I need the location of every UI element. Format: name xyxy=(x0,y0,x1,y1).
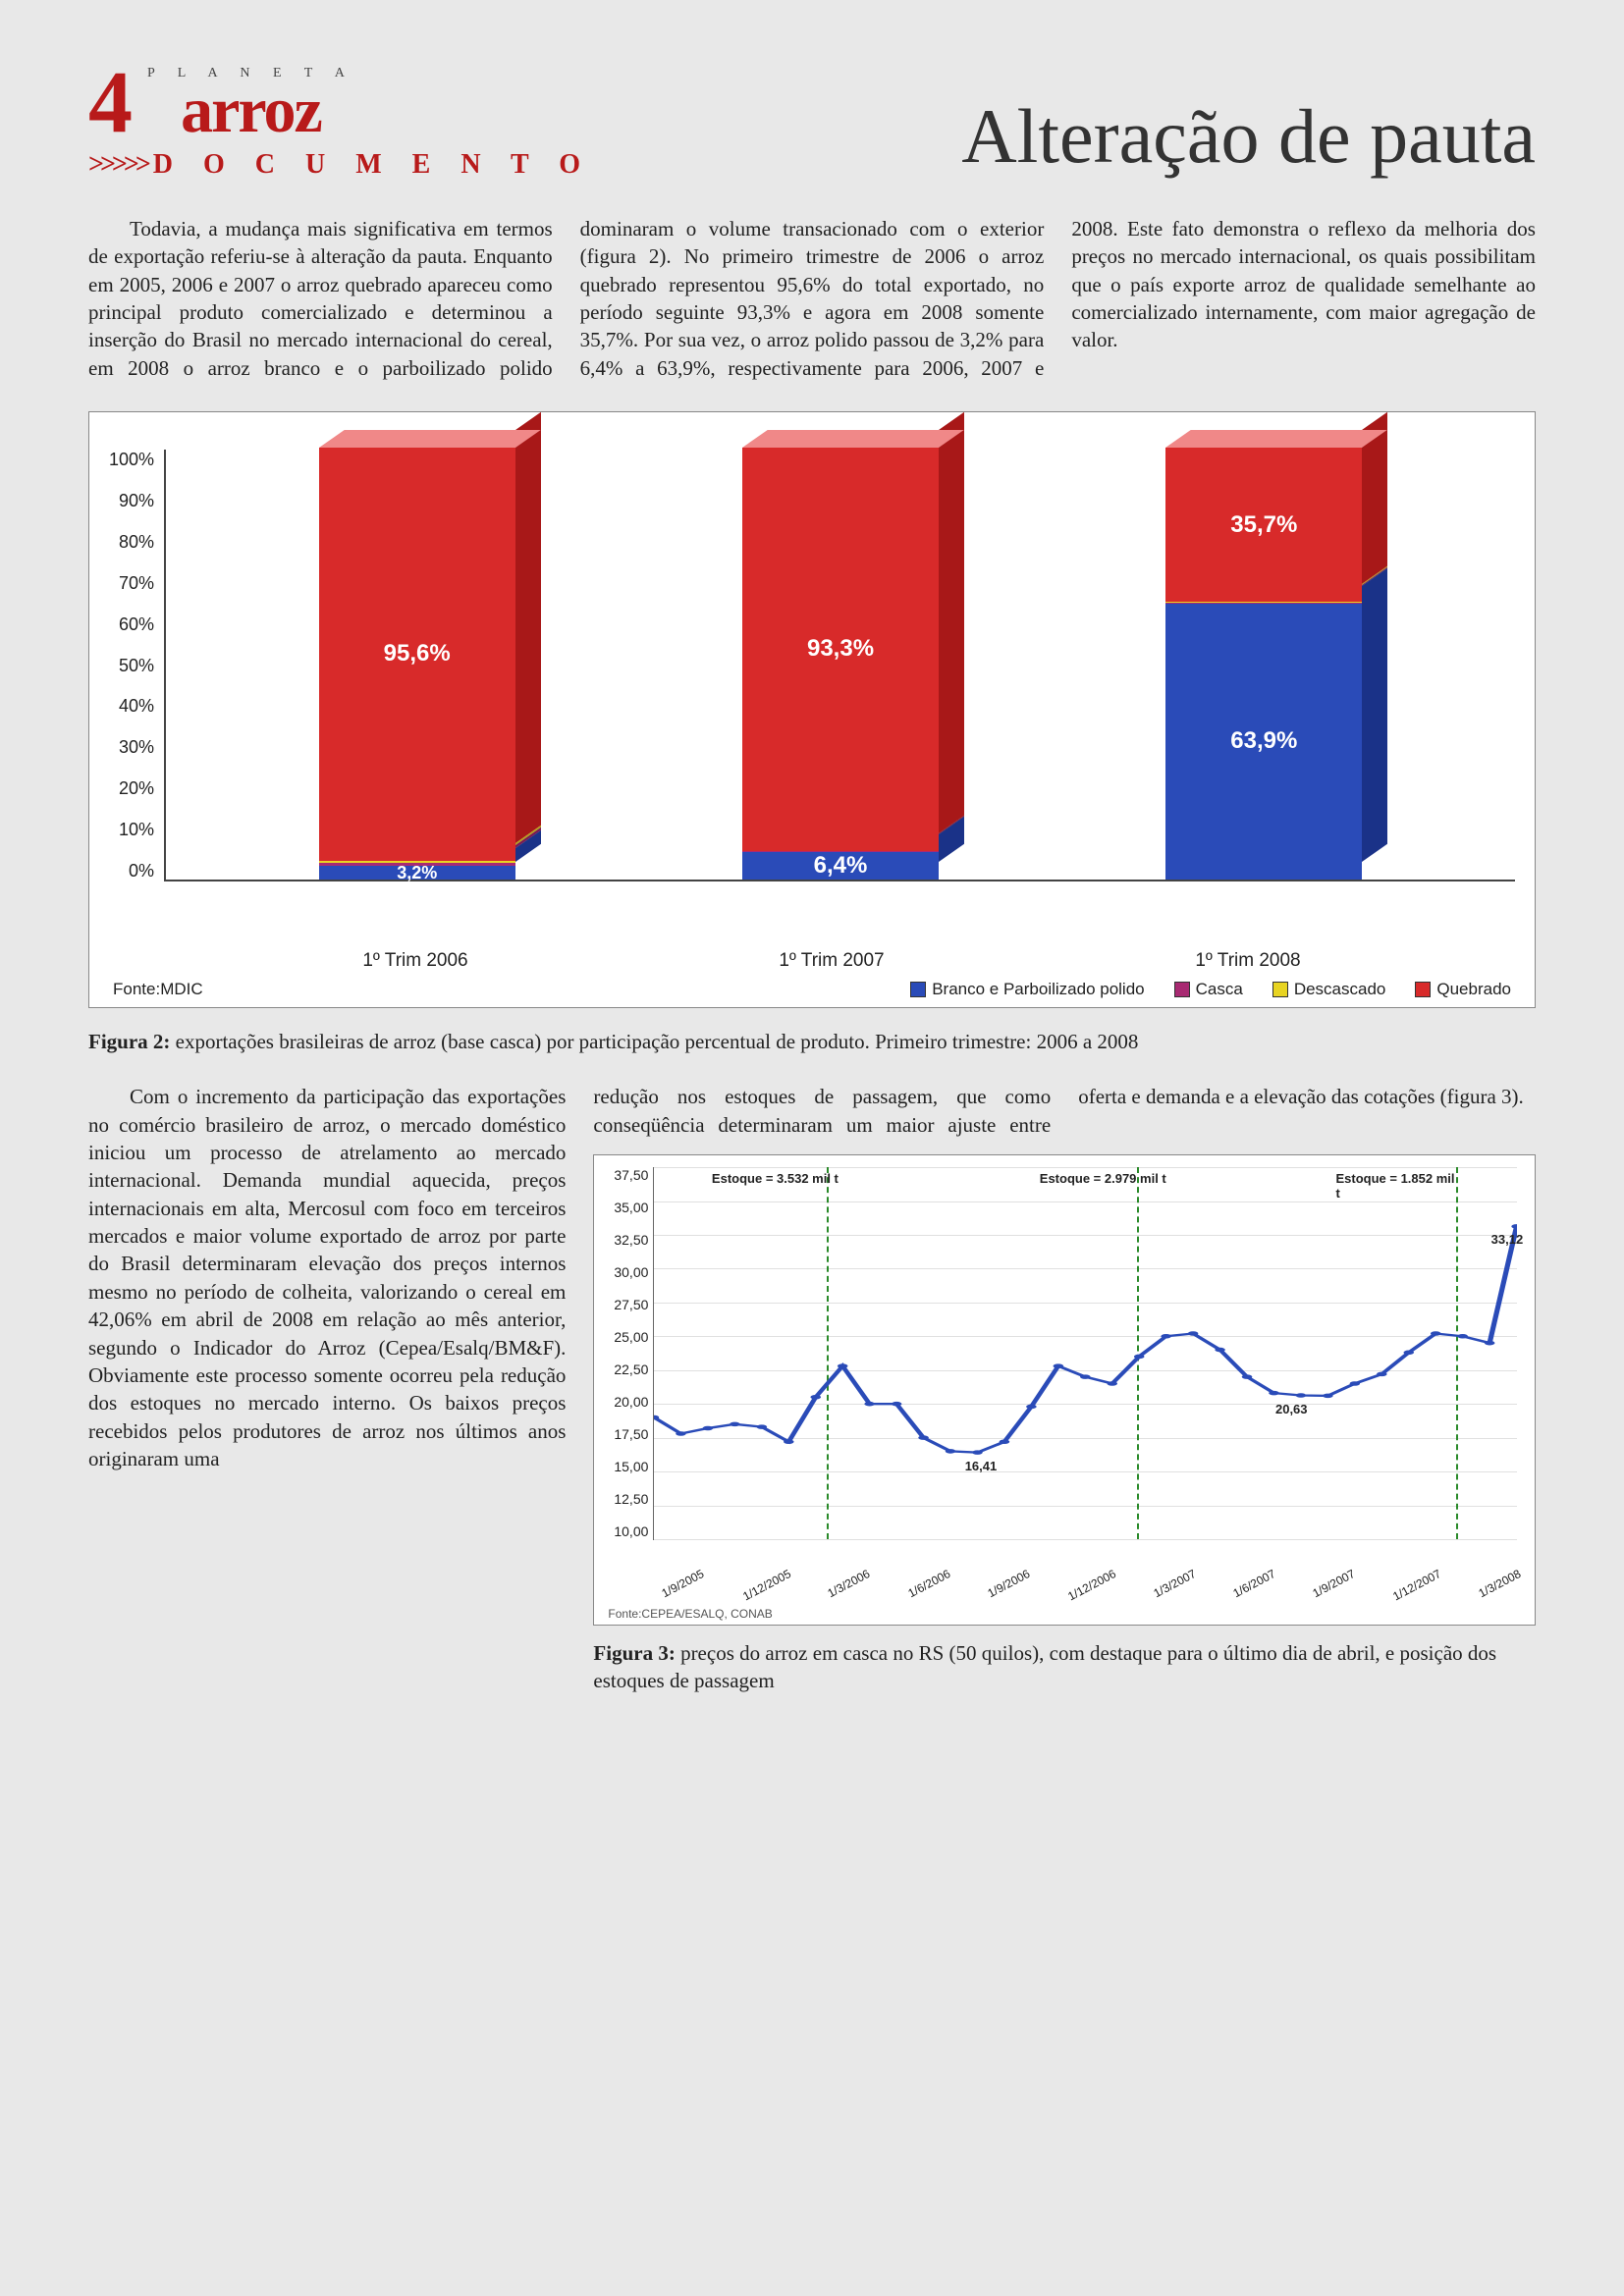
y-axis-labels: 100%90%80%70%60%50%40%30%20%10%0% xyxy=(109,450,164,881)
body-text-2: Com o incremento da participação das exp… xyxy=(88,1083,566,1694)
caption-label-3: Figura 3: xyxy=(593,1641,675,1665)
page-title: Alteração de pauta xyxy=(622,92,1536,181)
chart-annotation: 33,12 xyxy=(1491,1232,1524,1247)
chart-area: 100%90%80%70%60%50%40%30%20%10%0% 95,6%3… xyxy=(109,430,1515,940)
line-chart-plot: 37,5035,0032,5030,0027,5025,0022,5020,00… xyxy=(653,1167,1517,1540)
paragraph-3: redução nos estoques de passagem, que co… xyxy=(593,1085,1523,1136)
line-chart-source: Fonte:CEPEA/ESALQ, CONAB xyxy=(608,1607,772,1621)
section-line: >>>>> D O C U M E N T O xyxy=(88,149,592,181)
x-axis-labels: 1º Trim 20061º Trim 20071º Trim 2008 xyxy=(109,940,1515,972)
bar: 35,7%63,9% xyxy=(1165,448,1362,880)
logo-row: 4 P L A N E T A arroz xyxy=(88,59,592,147)
chevron-icon: >>>>> xyxy=(88,149,147,181)
chart-source: Fonte:MDIC xyxy=(113,980,203,999)
body-text-1: Todavia, a mudança mais significativa em… xyxy=(88,215,1536,382)
caption-label: Figura 2: xyxy=(88,1030,170,1053)
stock-label: Estoque = 2.979 mil t xyxy=(1040,1171,1166,1186)
logo: P L A N E T A arroz xyxy=(147,66,354,139)
lower-section: Com o incremento da participação das exp… xyxy=(88,1083,1536,1694)
section-label: D O C U M E N T O xyxy=(153,149,592,181)
figure-3-caption: Figura 3: preços do arroz em casca no RS… xyxy=(593,1639,1536,1695)
legend-item: Descascado xyxy=(1272,980,1386,999)
line-y-labels: 37,5035,0032,5030,0027,5025,0022,5020,00… xyxy=(605,1167,648,1539)
paragraph-1: Todavia, a mudança mais significativa em… xyxy=(88,215,1536,382)
stock-label: Estoque = 3.532 mil t xyxy=(712,1171,839,1186)
logo-main-text: arroz xyxy=(181,81,321,139)
chart-annotation: 16,41 xyxy=(965,1459,998,1473)
chart-legend: Branco e Parboilizado polido Casca Descasc… xyxy=(910,980,1511,999)
figure-2-caption: Figura 2: exportações brasileiras de arr… xyxy=(88,1028,1536,1055)
caption-text-3: preços do arroz em casca no RS (50 quilo… xyxy=(593,1641,1496,1692)
legend-item: Quebrado xyxy=(1415,980,1511,999)
figure-2-chart: 100%90%80%70%60%50%40%30%20%10%0% 95,6%3… xyxy=(88,411,1536,1008)
page-header: 4 P L A N E T A arroz >>>>> D O C U M E … xyxy=(88,59,1536,181)
page-number: 4 xyxy=(88,59,133,147)
figure-3-chart: 37,5035,0032,5030,0027,5025,0022,5020,00… xyxy=(593,1154,1536,1626)
stock-label: Estoque = 1.852 mil t xyxy=(1335,1171,1456,1201)
bar: 93,3%6,4% xyxy=(742,448,939,880)
legend-item: Branco e Parboilizado polido xyxy=(910,980,1144,999)
body-text-3: redução nos estoques de passagem, que co… xyxy=(593,1083,1536,1139)
paragraph-2: Com o incremento da participação das exp… xyxy=(88,1083,566,1472)
legend-item: Casca xyxy=(1174,980,1243,999)
caption-text: exportações brasileiras de arroz (base c… xyxy=(170,1030,1138,1053)
chart-bottom-row: Fonte:MDIC Branco e Parboilizado polido C… xyxy=(109,972,1515,999)
chart-annotation: 20,63 xyxy=(1275,1402,1308,1416)
lower-right: redução nos estoques de passagem, que co… xyxy=(593,1083,1536,1694)
line-x-labels: 1/9/20051/12/20051/3/20061/6/20061/9/200… xyxy=(654,1567,1517,1580)
chart-plot: 95,6%3,2% 93,3%6,4% 35,7%63,9% xyxy=(164,450,1515,881)
bar: 95,6%3,2% xyxy=(319,448,515,880)
header-left: 4 P L A N E T A arroz >>>>> D O C U M E … xyxy=(88,59,592,181)
